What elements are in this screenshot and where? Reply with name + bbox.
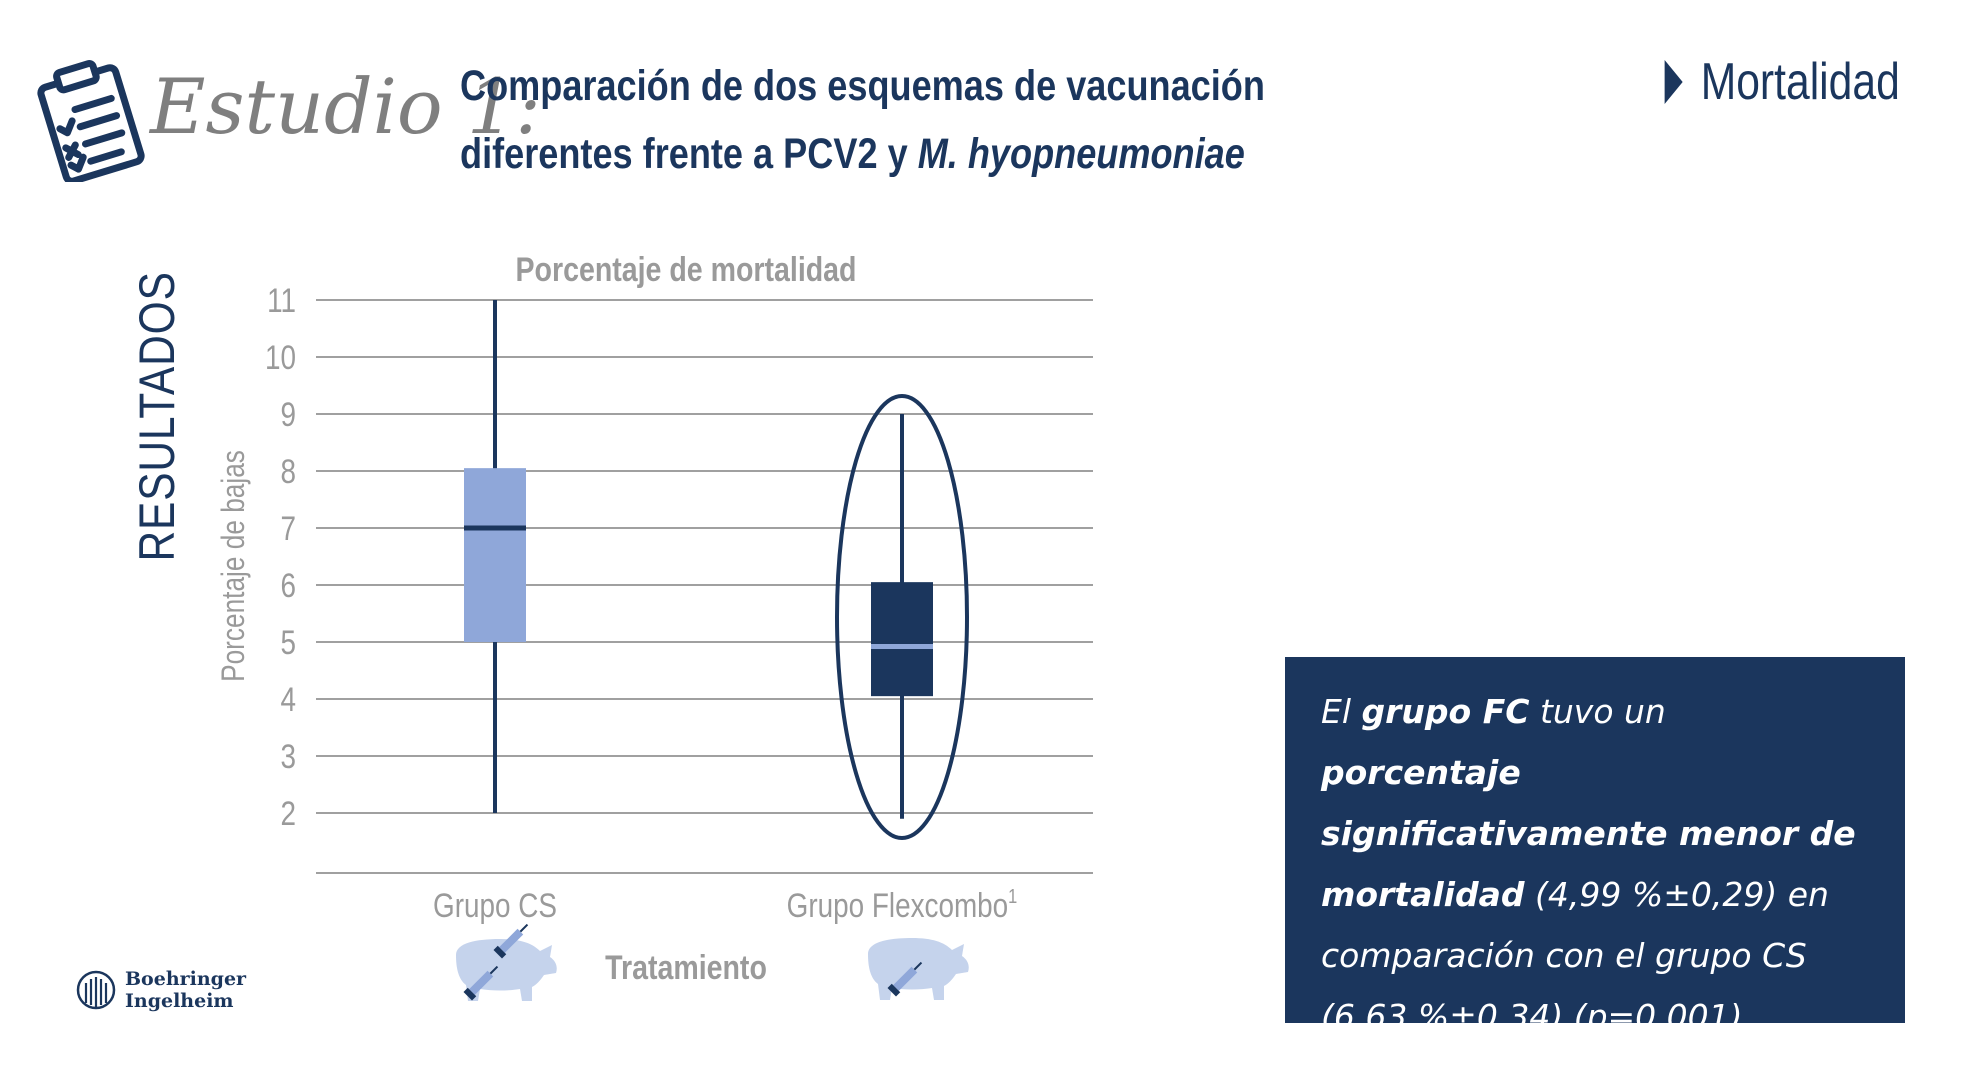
y-tick-label: 11 bbox=[267, 281, 296, 319]
x-axis-label: Tratamiento bbox=[605, 949, 767, 987]
syringe-icon bbox=[493, 923, 529, 959]
title-line-2-italic: M. hyopneumoniae bbox=[917, 130, 1245, 178]
box-cs bbox=[464, 300, 526, 813]
x-tick-labels: Grupo CS Grupo Flexcombo1 bbox=[433, 884, 1017, 924]
y-tick-label: 7 bbox=[280, 509, 296, 547]
highlight-ellipse bbox=[835, 394, 969, 840]
y-tick-label: 5 bbox=[280, 623, 296, 661]
y-tick-label: 3 bbox=[280, 737, 296, 775]
y-tick-label: 8 bbox=[280, 452, 296, 490]
study-label: Estudio 1: bbox=[150, 62, 541, 151]
pig-flexcombo-icon bbox=[868, 938, 969, 1000]
logo-line-2: Ingelheim bbox=[125, 990, 234, 1012]
clipboard-icon bbox=[37, 60, 145, 182]
y-axis-label: Porcentaje de bajas bbox=[217, 450, 252, 682]
page-title: Comparación de dos esquemas de vacunació… bbox=[460, 52, 1265, 188]
triangle-right-icon bbox=[1664, 60, 1683, 104]
boehringer-logo-words: Boehringer Ingelheim bbox=[125, 968, 246, 1012]
title-line-2: diferentes frente a PCV2 y M. hyopneumon… bbox=[460, 120, 1265, 188]
callout-bold-2: porcentaje significativamente menor de m… bbox=[1321, 753, 1856, 914]
boehringer-logo: Boehringer Ingelheim bbox=[75, 968, 246, 1012]
callout-text-2: tuvo un bbox=[1529, 692, 1666, 731]
boxes-layer bbox=[464, 300, 933, 819]
x-tick-label: Grupo Flexcombo1 bbox=[787, 884, 1018, 924]
box-iqr bbox=[871, 582, 933, 697]
syringe-icon bbox=[887, 961, 923, 997]
y-tick-labels: 2 3 4 5 6 7 8 9 10 11 bbox=[265, 281, 296, 832]
boehringer-logo-icon bbox=[76, 970, 116, 1010]
grid-layer bbox=[316, 299, 1093, 814]
logo-line-1: Boehringer bbox=[125, 968, 247, 990]
callout-text-3: (4,99 %±0,29) en comparación con el grup… bbox=[1321, 875, 1829, 1036]
y-tick-label: 6 bbox=[280, 566, 296, 604]
footnote-superscript: 1 bbox=[1008, 884, 1017, 907]
x-tick-label: Grupo CS bbox=[433, 886, 557, 924]
callout-text-1: El bbox=[1321, 692, 1362, 731]
y-tick-label: 2 bbox=[280, 794, 296, 832]
title-line-2-prefix: diferentes frente a PCV2 y bbox=[460, 130, 918, 178]
callout-bold-1: grupo FC bbox=[1361, 692, 1530, 731]
box-iqr bbox=[464, 468, 526, 642]
box-flexcombo bbox=[871, 414, 933, 819]
y-tick-label: 10 bbox=[265, 338, 296, 376]
y-tick-label: 4 bbox=[280, 680, 296, 718]
y-tick-label: 9 bbox=[280, 395, 296, 433]
chart-title: Porcentaje de mortalidad bbox=[516, 251, 857, 289]
title-line-1: Comparación de dos esquemas de vacunació… bbox=[460, 62, 1265, 110]
section-tag-label: Mortalidad bbox=[1700, 53, 1900, 111]
result-callout: El grupo FC tuvo un porcentaje significa… bbox=[1285, 657, 1905, 1036]
syringe-icon bbox=[463, 965, 499, 1001]
section-tag: Mortalidad bbox=[1664, 52, 1900, 112]
